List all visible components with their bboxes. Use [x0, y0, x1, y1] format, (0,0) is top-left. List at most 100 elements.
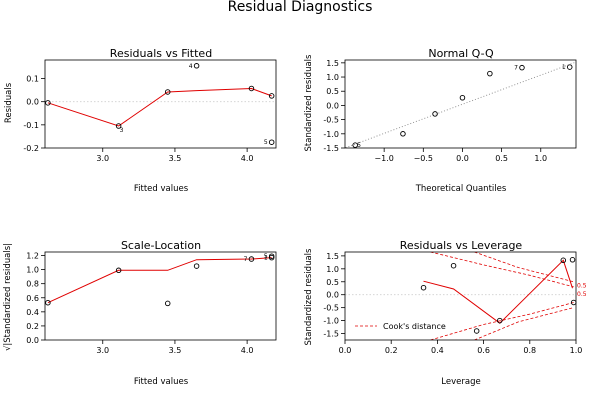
x-tick-label: 3.0 — [96, 346, 109, 355]
point-label: 7 — [514, 65, 518, 72]
plot-area: 0.0 0.2 0.4 0.6 0.8 1.0 -1.5 -1.0 -0.5 0.0 0.5 1.0 1… — [323, 251, 587, 355]
plot-frame — [344, 251, 577, 341]
data-point — [459, 95, 466, 101]
y-axis-label: Standardized residuals — [304, 54, 314, 151]
y-tick-label: 1.2 — [26, 252, 39, 261]
y-axis-label: Standardized residuals — [304, 248, 314, 345]
x-axis-label: Fitted values — [134, 377, 189, 387]
y-tick-label: 0.5 — [326, 278, 339, 287]
plot-frame — [344, 59, 577, 149]
y-tick-label: 0.1 — [26, 75, 39, 84]
point-label: 3 — [120, 127, 124, 134]
y-tick-label: 1.0 — [326, 265, 339, 274]
cooks-distance-contour — [430, 302, 574, 340]
plot-area: 7 15 3.0 3.5 4.0 0.0 0.2 0.4 0.6 0.8 1.0 1.2 — [26, 251, 277, 355]
y-tick-label: 0.0 — [26, 98, 39, 107]
cooks-distance-contour — [430, 252, 574, 288]
data-point — [268, 253, 275, 259]
legend-label: Cook's distance — [383, 322, 446, 331]
x-tick-label: 4.0 — [241, 346, 254, 355]
y-tick-label: 1.5 — [326, 252, 339, 261]
data-point — [352, 142, 358, 148]
data-point — [450, 262, 457, 269]
point-label: 1 — [562, 64, 566, 71]
y-tick-label: 1.5 — [326, 59, 339, 68]
data-point — [570, 299, 577, 306]
y-tick-label: -0.5 — [323, 304, 339, 313]
x-tick-label: 0.0 — [339, 346, 352, 355]
plot-content — [345, 252, 576, 340]
y-tick-label: -1.0 — [323, 130, 339, 139]
panel-normal-qq: Normal Q-Q Theoretical Quantiles Standar… — [304, 47, 577, 194]
x-tick-label: 1.0 — [570, 346, 583, 355]
x-tick-label: 3.5 — [169, 154, 182, 163]
data-point — [432, 111, 438, 117]
data-point — [248, 256, 255, 262]
y-tick-label: 0.0 — [326, 291, 339, 300]
x-axis-label: Fitted values — [134, 184, 189, 194]
smoother-line — [47, 87, 272, 127]
x-tick-label: −1.0 — [374, 154, 393, 163]
data-point — [566, 64, 573, 70]
y-tick-label: 0.2 — [26, 322, 39, 331]
plot-content — [345, 61, 576, 148]
point-label: 4 — [189, 63, 193, 70]
plot-content — [47, 257, 272, 304]
x-axis-label: Leverage — [441, 377, 480, 387]
qq-reference-line — [345, 61, 576, 148]
data-point — [115, 267, 122, 274]
x-tick-label: −0.5 — [414, 154, 433, 163]
x-tick-label: 0.0 — [456, 154, 469, 163]
data-point — [519, 64, 525, 71]
panel-scale-location: Scale-Location Fitted values √|Standardi… — [3, 239, 277, 387]
data-point — [164, 89, 171, 95]
y-tick-label: -1.0 — [323, 317, 339, 326]
data-point — [193, 263, 200, 269]
plot-frame — [44, 251, 277, 341]
cooks-distance-contour — [474, 307, 574, 340]
point-label: 1 — [264, 255, 268, 262]
data-point — [45, 100, 51, 106]
plot-area: 5 7 1 −1.0 −0.5 0.0 0.5 1.0 -1.5 -1.0 -0.5 0.0 0.5 1.… — [323, 59, 577, 163]
data-point — [400, 131, 406, 137]
cooks-distance-label: 0.5 — [577, 291, 587, 298]
point-label: 5 — [264, 139, 268, 146]
data-point — [45, 299, 51, 306]
panel-title: Scale-Location — [121, 239, 201, 252]
x-tick-label: 3.0 — [96, 154, 109, 163]
y-tick-label: 0.8 — [26, 280, 39, 289]
y-axis-label: Residuals — [4, 82, 14, 123]
data-point — [164, 300, 171, 307]
data-point — [268, 93, 275, 99]
x-tick-label: 0.5 — [495, 154, 508, 163]
plot-frame — [44, 59, 277, 149]
x-axis-label: Theoretical Quantiles — [415, 184, 507, 194]
cooks-distance-contour — [474, 252, 574, 283]
x-tick-label: 0.4 — [431, 346, 444, 355]
panel-residuals-vs-fitted: Residuals vs Fitted Fitted values Residu… — [4, 47, 277, 194]
plot-content — [45, 87, 276, 127]
point-label: 5 — [357, 142, 361, 149]
figure-title: Residual Diagnostics — [228, 0, 373, 15]
plot-area: 3 4 5 3.0 3.5 4.0 -0.2 -0.1 0.0 0.1 — [23, 59, 277, 163]
x-tick-label: 3.5 — [169, 346, 182, 355]
data-point — [473, 328, 480, 334]
y-tick-label: -0.2 — [23, 144, 39, 153]
data-point — [268, 139, 275, 145]
cooks-distance-label: 0.5 — [577, 282, 587, 289]
point-label: 5 — [264, 253, 268, 260]
y-tick-label: 0.0 — [26, 336, 39, 345]
data-point — [497, 317, 503, 324]
point-label: 7 — [244, 256, 248, 263]
y-tick-label: 1.0 — [326, 73, 339, 82]
panel-title: Residuals vs Fitted — [110, 47, 212, 60]
panel-title: Normal Q-Q — [428, 47, 494, 60]
data-point — [420, 284, 427, 291]
x-tick-label: 4.0 — [241, 154, 254, 163]
x-tick-label: 0.8 — [523, 346, 536, 355]
data-point — [569, 257, 576, 263]
x-tick-label: 0.2 — [385, 346, 398, 355]
data-point — [560, 257, 567, 264]
y-tick-label: 0.6 — [26, 294, 39, 303]
